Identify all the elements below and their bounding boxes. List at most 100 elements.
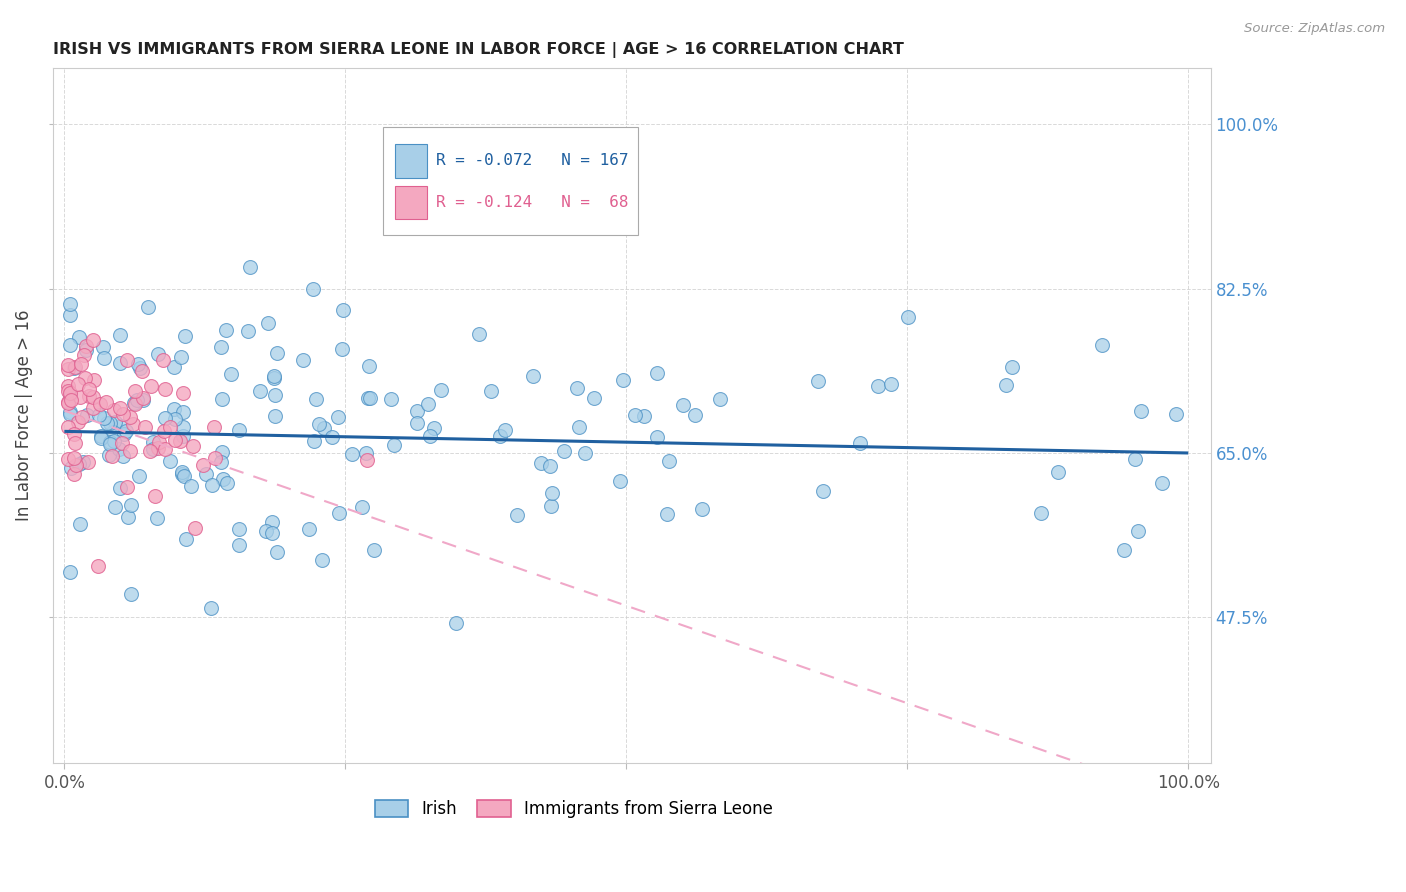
Point	[139, 444, 162, 458]
Point	[249, 384, 271, 399]
Point	[479, 384, 502, 398]
Point	[419, 429, 441, 443]
Point	[131, 364, 153, 378]
Point	[1001, 359, 1024, 374]
Point	[104, 500, 127, 514]
Point	[82, 401, 104, 416]
Point	[89, 397, 111, 411]
Text: IRISH VS IMMIGRANTS FROM SIERRA LEONE IN LABOR FORCE | AGE > 16 CORRELATION CHAR: IRISH VS IMMIGRANTS FROM SIERRA LEONE IN…	[53, 42, 904, 58]
Point	[91, 340, 114, 354]
Point	[356, 453, 378, 467]
Point	[59, 405, 82, 419]
Point	[538, 458, 561, 473]
Point	[159, 419, 181, 434]
Point	[430, 383, 453, 397]
Point	[173, 469, 195, 483]
Point	[311, 553, 333, 567]
Point	[145, 510, 167, 524]
Point	[263, 369, 285, 384]
Point	[211, 392, 233, 406]
Point	[340, 447, 363, 461]
Point	[263, 370, 285, 384]
Point	[155, 410, 177, 425]
Point	[77, 382, 100, 396]
Point	[180, 479, 202, 493]
Point	[56, 379, 79, 393]
Point	[658, 453, 681, 467]
Point	[191, 458, 214, 472]
Point	[59, 338, 82, 352]
Point	[94, 395, 117, 409]
Point	[553, 443, 575, 458]
Point	[359, 359, 381, 373]
Point	[163, 412, 186, 426]
Point	[1091, 338, 1114, 352]
Point	[352, 500, 374, 514]
Point	[69, 517, 91, 532]
Point	[582, 391, 605, 405]
Point	[125, 393, 148, 408]
Point	[219, 367, 242, 381]
Point	[382, 437, 405, 451]
Point	[1150, 476, 1173, 491]
Point	[56, 452, 79, 467]
Point	[153, 424, 176, 438]
Point	[127, 357, 149, 371]
Point	[423, 421, 446, 435]
Point	[114, 424, 136, 438]
Point	[994, 378, 1017, 392]
Point	[574, 446, 596, 460]
Point	[56, 395, 79, 409]
Point	[163, 359, 186, 374]
Point	[120, 587, 142, 601]
Point	[152, 352, 174, 367]
Point	[215, 323, 238, 337]
Point	[357, 392, 380, 406]
Point	[489, 428, 512, 442]
Point	[136, 300, 159, 314]
Point	[308, 417, 330, 432]
Point	[165, 433, 187, 447]
Point	[112, 426, 135, 441]
Point	[90, 428, 112, 442]
Point	[142, 434, 165, 449]
Point	[82, 390, 104, 404]
Point	[305, 392, 328, 407]
Point	[1046, 465, 1069, 479]
Point	[132, 392, 155, 407]
Point	[67, 330, 90, 344]
Point	[609, 474, 631, 488]
Y-axis label: In Labor Force | Age > 16: In Labor Force | Age > 16	[15, 310, 32, 521]
Point	[104, 415, 127, 429]
Point	[332, 303, 354, 318]
Point	[444, 615, 467, 630]
Point	[111, 449, 134, 463]
Point	[262, 525, 284, 540]
Point	[96, 416, 118, 430]
Point	[128, 468, 150, 483]
Point	[132, 391, 155, 405]
Point	[134, 420, 156, 434]
Point	[67, 415, 90, 429]
Point	[108, 481, 131, 495]
FancyBboxPatch shape	[395, 186, 427, 219]
Point	[181, 439, 204, 453]
Point	[73, 370, 96, 384]
Point	[671, 398, 693, 412]
Point	[897, 310, 920, 324]
Point	[59, 296, 82, 310]
Point	[879, 377, 901, 392]
Point	[76, 409, 98, 423]
Point	[709, 392, 731, 406]
Point	[65, 458, 87, 473]
Point	[63, 436, 86, 450]
FancyBboxPatch shape	[395, 145, 427, 178]
Point	[254, 524, 277, 539]
Point	[1126, 524, 1149, 538]
Point	[172, 385, 194, 400]
Point	[98, 448, 121, 462]
Point	[263, 387, 285, 401]
Point	[406, 404, 429, 418]
Text: Source: ZipAtlas.com: Source: ZipAtlas.com	[1244, 22, 1385, 36]
Point	[204, 450, 226, 465]
